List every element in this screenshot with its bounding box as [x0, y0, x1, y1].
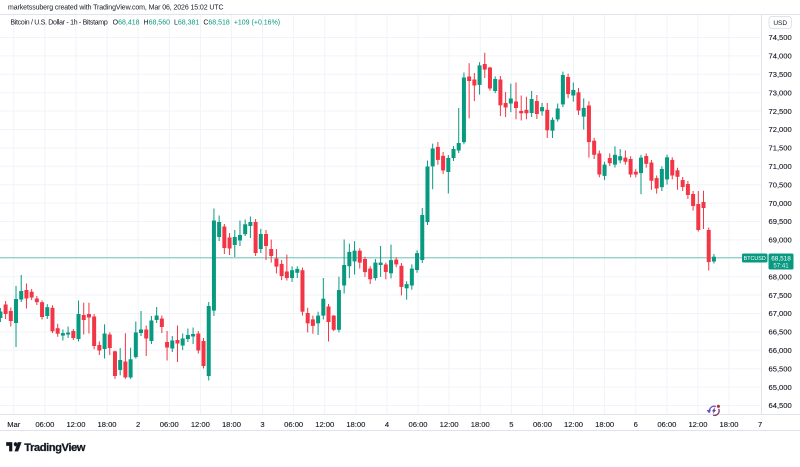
svg-text:5: 5 [509, 420, 513, 429]
svg-text:7: 7 [758, 420, 762, 429]
svg-text:marketssuberg created with Tra: marketssuberg created with TradingView.c… [8, 5, 223, 12]
svg-text:65,500: 65,500 [769, 364, 792, 373]
svg-text:12:00: 12:00 [66, 420, 85, 429]
svg-text:2: 2 [136, 420, 140, 429]
svg-text:64,500: 64,500 [769, 401, 792, 410]
svg-text:74,500: 74,500 [769, 33, 792, 42]
svg-text:18:00: 18:00 [595, 420, 614, 429]
svg-text:72,000: 72,000 [769, 125, 792, 134]
svg-text:68,000: 68,000 [769, 272, 792, 281]
svg-text:73,500: 73,500 [769, 70, 792, 79]
svg-text:18:00: 18:00 [471, 420, 490, 429]
svg-text:70,000: 70,000 [769, 199, 792, 208]
svg-text:12:00: 12:00 [688, 420, 707, 429]
svg-text:06:00: 06:00 [657, 420, 676, 429]
svg-text:65,000: 65,000 [769, 383, 792, 392]
svg-text:3: 3 [260, 420, 264, 429]
svg-text:57:41: 57:41 [773, 262, 789, 269]
svg-text:18:00: 18:00 [346, 420, 365, 429]
svg-text:Bitcoin / U.S. Dollar - 1h - B: Bitcoin / U.S. Dollar - 1h - Bitstamp O68… [10, 19, 280, 26]
svg-text:67,500: 67,500 [769, 291, 792, 300]
svg-text:6: 6 [634, 420, 638, 429]
svg-text:69,000: 69,000 [769, 236, 792, 245]
svg-text:06:00: 06:00 [35, 420, 54, 429]
svg-text:74,000: 74,000 [769, 52, 792, 61]
svg-text:TradingView: TradingView [24, 442, 85, 454]
svg-text:72,500: 72,500 [769, 107, 792, 116]
svg-text:73,000: 73,000 [769, 88, 792, 97]
svg-text:71,500: 71,500 [769, 144, 792, 153]
svg-text:18:00: 18:00 [720, 420, 739, 429]
svg-text:18:00: 18:00 [98, 420, 117, 429]
svg-text:12:00: 12:00 [315, 420, 334, 429]
svg-text:Mar: Mar [7, 420, 21, 429]
svg-text:06:00: 06:00 [284, 420, 303, 429]
svg-text:66,000: 66,000 [769, 346, 792, 355]
svg-text:06:00: 06:00 [533, 420, 552, 429]
svg-text:12:00: 12:00 [191, 420, 210, 429]
svg-text:66,500: 66,500 [769, 328, 792, 337]
svg-text:70,500: 70,500 [769, 180, 792, 189]
svg-text:68,518: 68,518 [771, 256, 791, 263]
svg-text:71,000: 71,000 [769, 162, 792, 171]
svg-text:12:00: 12:00 [564, 420, 583, 429]
svg-text:06:00: 06:00 [409, 420, 428, 429]
svg-text:4: 4 [385, 420, 389, 429]
svg-text:67,000: 67,000 [769, 309, 792, 318]
svg-text:12:00: 12:00 [440, 420, 459, 429]
svg-text:USD: USD [773, 20, 787, 27]
svg-text:06:00: 06:00 [160, 420, 179, 429]
svg-text:69,500: 69,500 [769, 217, 792, 226]
svg-text:18:00: 18:00 [222, 420, 241, 429]
svg-text:BTCUSD: BTCUSD [744, 256, 766, 262]
